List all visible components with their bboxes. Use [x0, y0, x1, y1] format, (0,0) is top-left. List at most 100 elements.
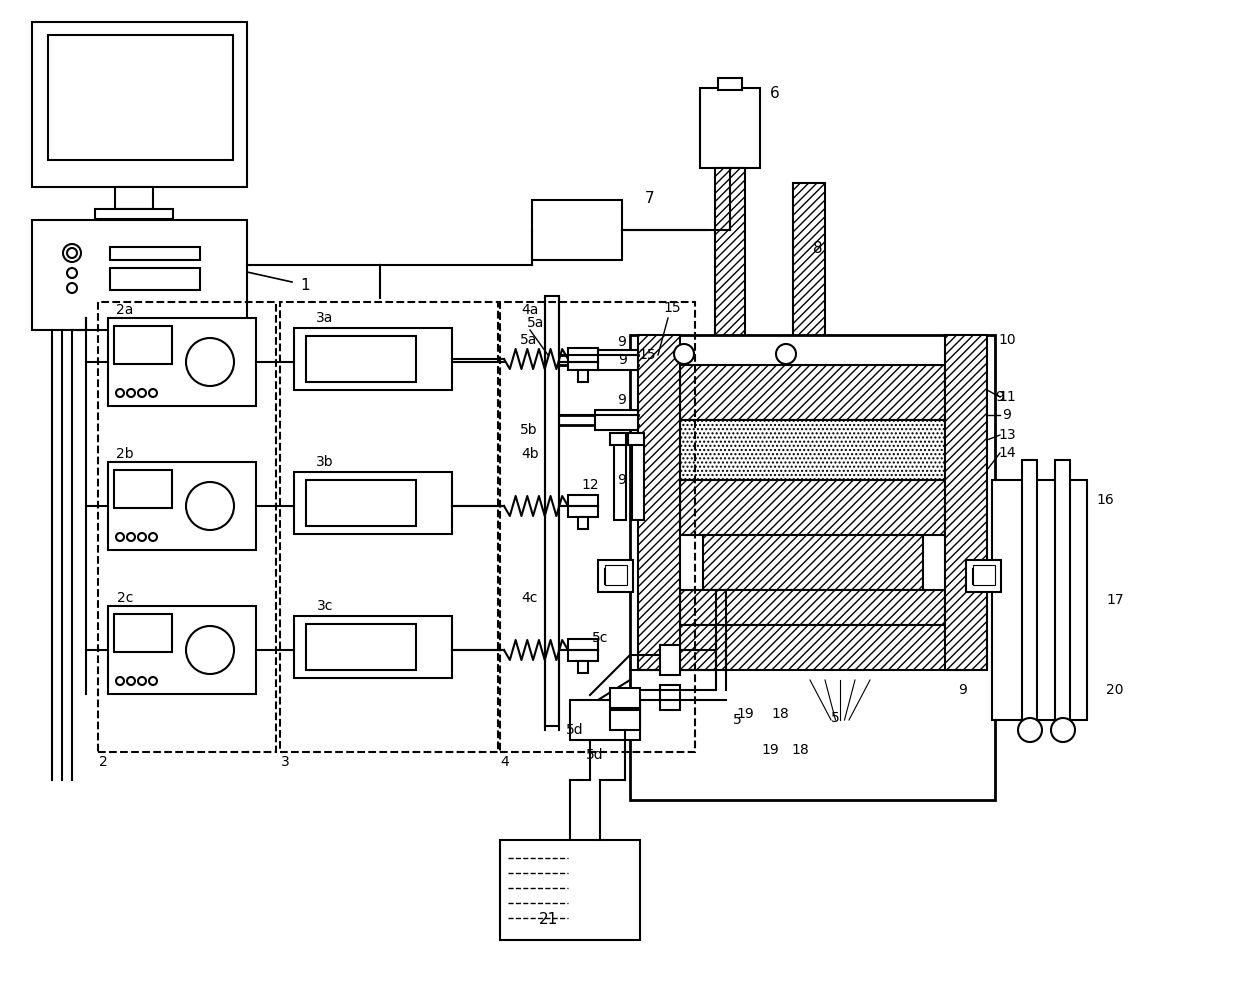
Bar — [598, 560, 632, 592]
Bar — [500, 302, 694, 752]
Bar — [718, 78, 742, 90]
Text: 2: 2 — [99, 755, 108, 769]
Bar — [610, 710, 640, 730]
Text: 20: 20 — [1106, 683, 1123, 697]
Circle shape — [776, 344, 796, 364]
Circle shape — [186, 338, 234, 386]
Bar — [32, 22, 247, 187]
Text: 5: 5 — [733, 713, 742, 727]
Text: 15: 15 — [639, 348, 656, 362]
Bar — [680, 590, 945, 625]
Bar — [48, 35, 233, 160]
Bar — [632, 438, 644, 520]
Circle shape — [67, 283, 77, 293]
Bar — [627, 433, 644, 445]
Bar — [658, 625, 968, 670]
Bar — [306, 336, 415, 382]
Text: 3a: 3a — [316, 311, 334, 325]
Text: 1: 1 — [300, 277, 310, 292]
Text: 4: 4 — [501, 755, 510, 769]
Circle shape — [126, 533, 135, 541]
Bar — [306, 624, 415, 670]
Text: 9: 9 — [996, 390, 1004, 404]
Circle shape — [126, 677, 135, 685]
Text: 5c: 5c — [591, 631, 608, 645]
Text: 11: 11 — [998, 390, 1016, 404]
Bar — [500, 840, 640, 940]
Bar — [680, 480, 945, 535]
Text: 19: 19 — [761, 743, 779, 757]
Bar — [639, 335, 680, 670]
Text: 3: 3 — [280, 755, 289, 769]
Bar — [1055, 460, 1070, 730]
Circle shape — [186, 626, 234, 674]
Bar — [114, 614, 172, 652]
Bar — [114, 326, 172, 364]
Bar — [568, 348, 598, 370]
Bar — [715, 168, 745, 343]
Bar — [680, 420, 945, 480]
Circle shape — [63, 244, 81, 262]
Bar — [108, 318, 255, 406]
Text: 9: 9 — [959, 683, 967, 697]
Text: 14: 14 — [998, 446, 1016, 460]
Bar — [32, 220, 247, 330]
Bar — [568, 639, 598, 661]
Bar — [1022, 460, 1037, 730]
Bar — [114, 470, 172, 508]
Text: 5d: 5d — [587, 748, 604, 762]
Circle shape — [149, 677, 157, 685]
Text: 9: 9 — [1003, 408, 1012, 422]
Text: 17: 17 — [1106, 593, 1123, 607]
Text: 2a: 2a — [117, 303, 134, 317]
Circle shape — [675, 344, 694, 364]
Bar — [98, 302, 277, 752]
Text: 10: 10 — [998, 333, 1016, 347]
Bar — [672, 343, 797, 365]
Text: 9: 9 — [618, 335, 626, 349]
Circle shape — [67, 248, 77, 258]
Bar — [578, 661, 588, 673]
Text: 4a: 4a — [521, 303, 538, 317]
Circle shape — [186, 482, 234, 530]
Text: 9: 9 — [618, 473, 626, 487]
Text: 16: 16 — [1096, 493, 1114, 507]
Bar — [701, 88, 760, 168]
Text: 8: 8 — [813, 241, 823, 255]
Bar — [570, 700, 640, 740]
Circle shape — [149, 533, 157, 541]
Bar — [532, 200, 622, 260]
Bar — [294, 328, 453, 390]
Bar — [973, 565, 994, 585]
Text: 9: 9 — [618, 393, 626, 407]
Text: 5a: 5a — [527, 316, 544, 330]
Circle shape — [126, 389, 135, 397]
Text: 5b: 5b — [521, 423, 538, 437]
Text: 21: 21 — [538, 912, 558, 927]
Circle shape — [138, 389, 146, 397]
Bar — [614, 438, 626, 520]
Circle shape — [1018, 718, 1042, 742]
Text: 18: 18 — [771, 707, 789, 721]
Circle shape — [117, 389, 124, 397]
Bar — [546, 296, 559, 726]
Circle shape — [138, 677, 146, 685]
Bar — [595, 410, 639, 430]
Text: 3b: 3b — [316, 455, 334, 469]
Bar — [610, 688, 640, 708]
Text: 4c: 4c — [522, 591, 538, 605]
Bar — [110, 247, 200, 260]
Circle shape — [117, 533, 124, 541]
Bar — [966, 560, 1001, 592]
Bar — [280, 302, 498, 752]
Text: 5d: 5d — [567, 723, 584, 737]
Bar — [578, 370, 588, 382]
Bar — [660, 645, 680, 675]
Bar — [108, 462, 255, 550]
Bar — [95, 209, 174, 219]
Circle shape — [149, 389, 157, 397]
Bar — [595, 350, 639, 370]
Text: 15: 15 — [663, 301, 681, 315]
Bar — [703, 535, 923, 590]
Text: 5: 5 — [831, 711, 839, 725]
